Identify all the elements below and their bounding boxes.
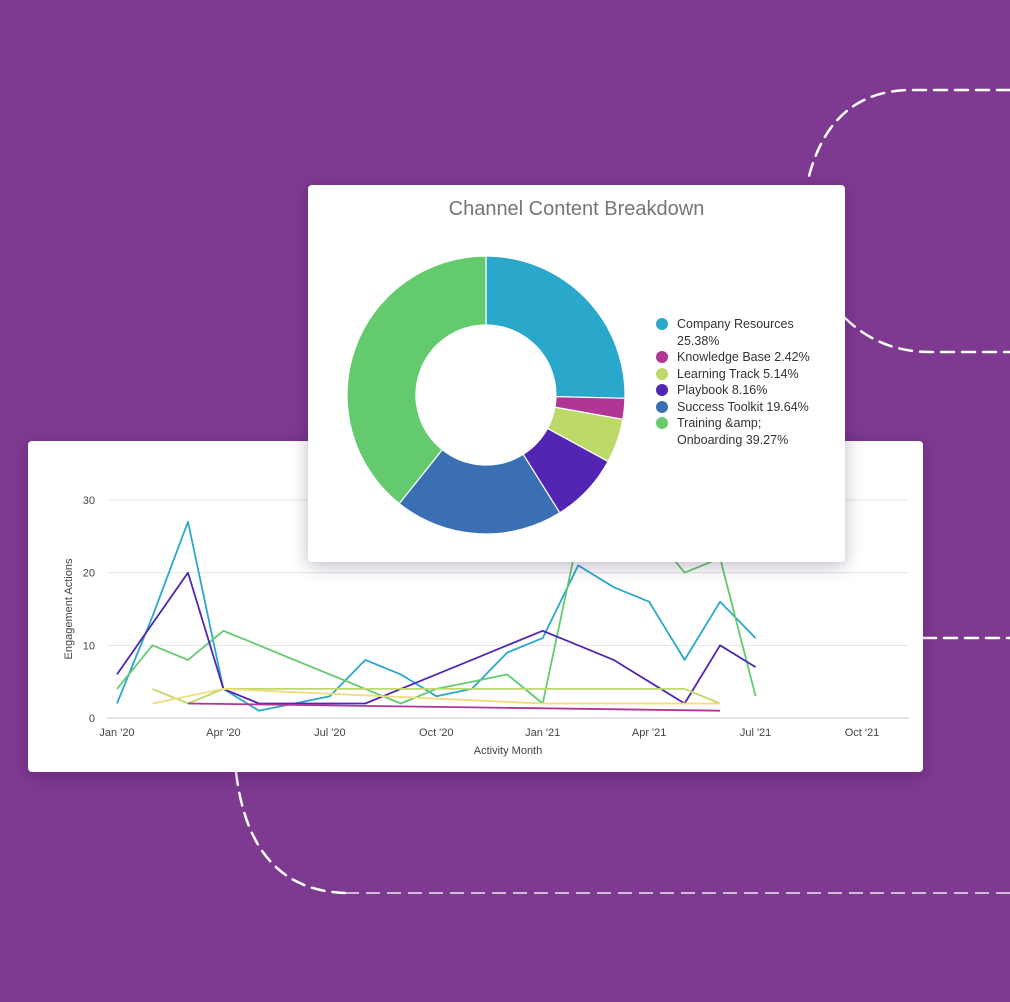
legend-item[interactable]: Training &amp; Onboarding 39.27%: [655, 415, 835, 448]
donut-legend: Company Resources 25.38% Knowledge Base 2…: [655, 316, 835, 448]
x-tick-label: Apr '20: [206, 727, 241, 739]
legend-swatch: [656, 400, 668, 413]
legend-item[interactable]: Success Toolkit 19.64%: [655, 399, 835, 416]
y-axis-title: Engagement Actions: [63, 558, 75, 659]
donut-slice-success-toolkit[interactable]: [398, 448, 561, 535]
channel-content-donut-card: Channel Content Breakdown Company Resour…: [308, 185, 845, 562]
series-line-success-toolkit[interactable]: [152, 687, 721, 705]
dashed-curve-mid: [843, 316, 1010, 354]
x-tick-label: Oct '21: [845, 727, 880, 739]
legend-swatch: [656, 384, 668, 396]
legend-item[interactable]: Playbook 8.16%: [655, 382, 835, 399]
legend-swatch: [656, 367, 668, 380]
donut-slice-training-amp-onboarding[interactable]: [346, 255, 487, 505]
legend-item[interactable]: Learning Track 5.14%: [655, 366, 835, 383]
dashed-curve-top: [806, 88, 1010, 182]
y-tick-label: 0: [89, 713, 95, 725]
series-line-knowledge-base[interactable]: [187, 702, 721, 712]
channel-content-donut-chart: [346, 255, 626, 535]
series-line-learning-track[interactable]: [152, 687, 721, 705]
legend-swatch: [656, 417, 668, 429]
x-tick-label: Jul '20: [314, 727, 345, 739]
y-tick-label: 30: [83, 495, 95, 507]
legend-label: Training &amp; Onboarding 39.27%: [677, 416, 789, 447]
dashed-curve-bottom: [234, 770, 347, 895]
x-tick-label: Jan '20: [99, 727, 134, 739]
legend-label: Knowledge Base 2.42%: [677, 350, 810, 364]
donut-slice-company-resources[interactable]: [485, 255, 626, 399]
x-tick-label: Oct '20: [419, 727, 454, 739]
donut-chart-title: Channel Content Breakdown: [448, 198, 705, 220]
x-axis-title: Activity Month: [474, 745, 542, 757]
legend-label: Success Toolkit 19.64%: [677, 399, 809, 414]
legend-swatch: [656, 351, 668, 363]
legend-label: Company Resources 25.38%: [677, 317, 794, 348]
legend-item[interactable]: Knowledge Base 2.42%: [655, 349, 835, 366]
y-tick-label: 20: [83, 568, 95, 580]
x-tick-label: Jan '21: [525, 727, 560, 739]
y-tick-label: 10: [83, 640, 95, 652]
legend-label: Learning Track 5.14%: [677, 366, 799, 381]
legend-label: Playbook 8.16%: [677, 383, 768, 397]
x-tick-label: Apr '21: [632, 727, 667, 739]
x-tick-label: Jul '21: [740, 727, 771, 739]
legend-swatch: [656, 318, 668, 330]
legend-item[interactable]: Company Resources 25.38%: [655, 316, 835, 349]
